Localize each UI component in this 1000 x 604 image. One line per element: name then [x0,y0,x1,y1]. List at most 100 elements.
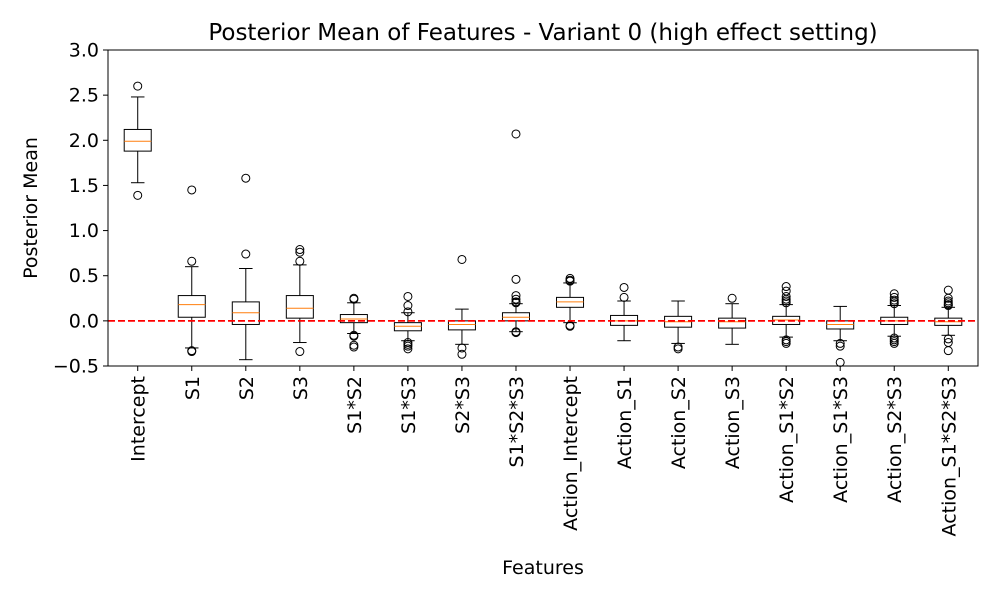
plot-frame [107,49,979,367]
outlier-point [889,338,899,348]
outlier-point [889,297,899,307]
y-tick-label: −0.5 [53,356,99,378]
outlier-point [835,357,845,367]
y-axis-label: Posterior Mean [20,137,42,279]
box-group [718,293,747,345]
iqr-box [123,128,152,152]
box-group [447,254,476,359]
outlier-point [241,249,251,259]
outlier-point [943,334,953,344]
outlier-point [511,294,521,304]
x-tick-label: Action_S1*S3 [830,376,852,503]
outlier-point [187,256,197,266]
box-group [556,273,585,331]
outlier-point [781,298,791,308]
y-tick-label: 3.0 [69,40,99,62]
outlier-point [781,282,791,292]
x-axis-label: Features [502,557,584,579]
outlier-point [295,245,305,255]
box-group [610,282,639,342]
box-group [826,305,855,367]
outlier-point [511,291,521,301]
x-tick-label: S1*S2*S3 [506,376,528,467]
outlier-point [403,291,413,301]
x-tick-label: Action_S1*S2*S3 [938,376,960,536]
x-tick-label: S2 [236,376,258,400]
outlier-point [187,347,197,357]
outlier-point [511,274,521,284]
outlier-point [403,301,413,311]
box-group [393,291,422,354]
outlier-point [565,276,575,286]
x-axis: Intercept S1 S2 S3 S1*S2 S1*S3 S2*S3 S1*S2*S3 Ac… [128,366,960,536]
x-tick-label: Action_S1*S2 [776,376,798,503]
box-group [501,129,530,338]
box-group [231,173,260,361]
outlier-point [349,294,359,304]
iqr-box [285,295,314,319]
x-tick-label: Action_S2*S3 [884,376,906,503]
outlier-point [619,292,629,302]
outlier-point [457,254,467,264]
y-tick-label: 0.5 [69,265,99,287]
outlier-point [457,343,467,353]
outlier-point [403,341,413,351]
outlier-point [673,342,683,352]
y-tick-label: 2.5 [69,85,99,107]
y-tick-label: 2.0 [69,130,99,152]
outlier-point [511,328,521,338]
outlier-point [511,129,521,139]
y-tick-label: 0.0 [69,310,99,332]
x-tick-label: S3 [290,376,312,400]
outlier-point [457,349,467,359]
x-tick-label: S1*S3 [398,376,420,434]
x-tick-label: S1 [182,376,204,400]
outlier-point [295,347,305,357]
x-tick-label: Action_Intercept [560,376,582,531]
outlier-point [187,185,197,195]
box-group [123,81,152,200]
outlier-point [295,247,305,257]
y-axis: −0.5 0.0 0.5 1.0 1.5 2.0 2.5 3.0 [53,40,108,378]
x-tick-label: S1*S2 [344,376,366,434]
outlier-point [133,81,143,91]
y-tick-label: 1.5 [69,175,99,197]
x-tick-label: Action_S2 [668,376,690,469]
outlier-point [835,338,845,348]
outlier-point [943,346,953,356]
outlier-point [349,340,359,350]
outlier-point [889,299,899,309]
outlier-point [349,342,359,352]
outlier-point [565,321,575,331]
outlier-point [673,344,683,354]
box-group [664,300,693,354]
iqr-box [718,317,747,329]
box-group [177,185,206,357]
outlier-point [943,293,953,303]
outlier-point [835,341,845,351]
outlier-point [403,339,413,349]
outlier-point [781,338,791,348]
outlier-point [781,296,791,306]
outlier-point [133,190,143,200]
outlier-point [403,307,413,317]
box-group [772,282,801,348]
outlier-point [781,291,791,301]
chart-title: Posterior Mean of Features - Variant 0 (… [208,20,877,46]
outlier-point [511,298,521,308]
outlier-point [403,344,413,354]
x-tick-label: Action_S3 [722,376,744,469]
x-tick-label: Intercept [128,376,150,462]
box-group [934,285,963,356]
box-group [285,245,314,357]
box-group [339,293,368,352]
outlier-point [943,285,953,295]
y-tick-label: 1.0 [69,220,99,242]
plot-marks [108,81,978,367]
x-tick-label: S2*S3 [452,376,474,434]
outlier-point [619,282,629,292]
outlier-point [349,331,359,341]
outlier-point [943,301,953,311]
